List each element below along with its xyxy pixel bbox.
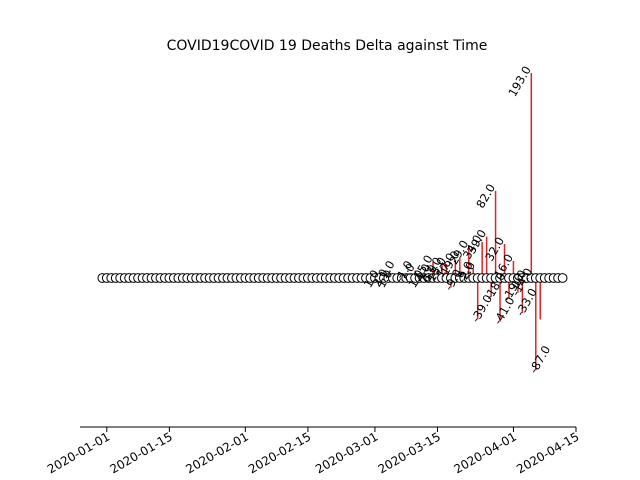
data-label: 193.0 [505, 64, 534, 100]
x-tick-label: 2020-04-15 [514, 429, 581, 476]
marker [557, 273, 568, 283]
x-tick-label: 2020-02-01 [183, 429, 250, 476]
x-tick-label: 2020-01-01 [45, 429, 112, 476]
x-tick-label: 2020-04-01 [452, 429, 519, 476]
x-tick-label: 2020-03-01 [313, 429, 380, 476]
x-tick-label: 2020-02-15 [246, 429, 313, 476]
x-tick-label: 2020-03-15 [376, 429, 443, 476]
data-label: 82.0 [473, 181, 498, 210]
x-tick-label: 2020-01-15 [107, 429, 174, 476]
chart-title: COVID19COVID 19 Deaths Delta against Tim… [167, 38, 488, 54]
data-label: -87.0 [526, 343, 553, 376]
